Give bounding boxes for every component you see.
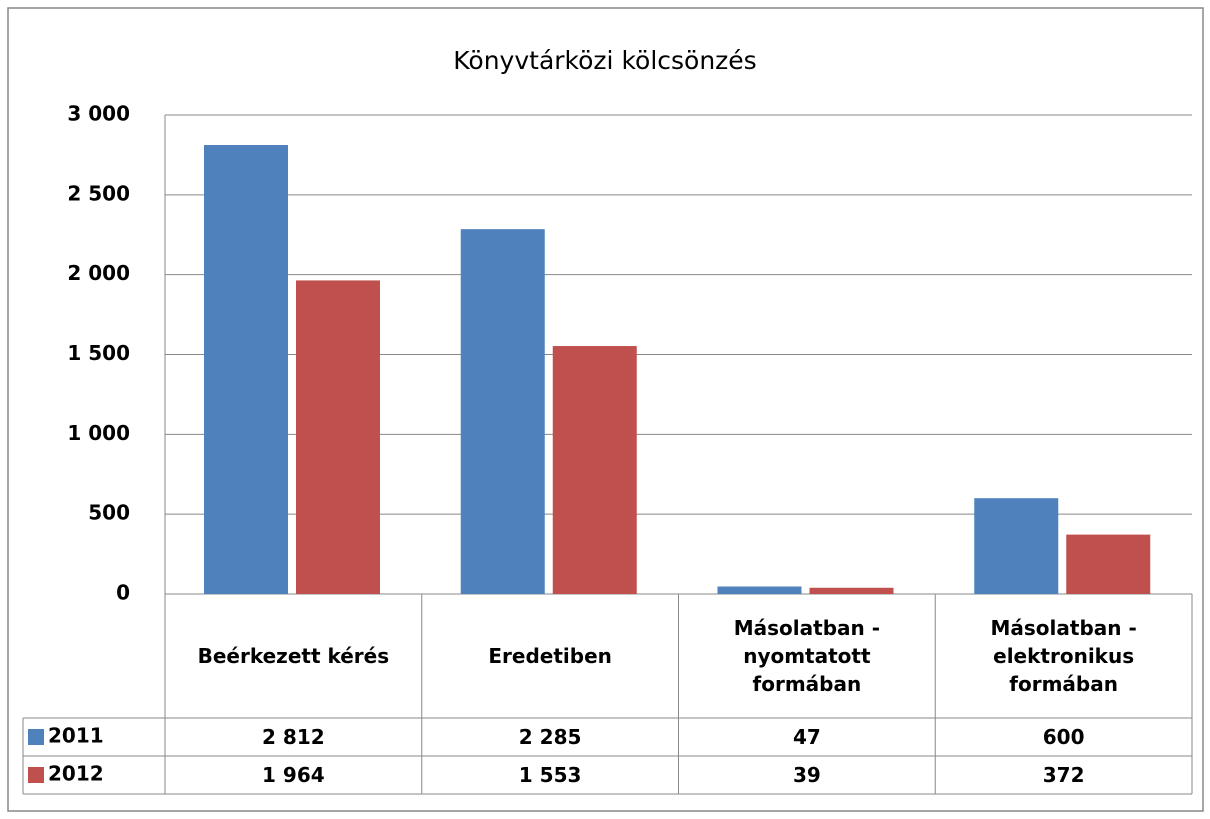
y-tick-label: 0 xyxy=(116,581,130,605)
x-tick-label-box: Másolatban - nyomtatott formában xyxy=(733,616,881,696)
y-tick-label: 500 xyxy=(88,501,130,525)
table-value: 2 285 xyxy=(518,725,582,749)
table-value: 372 xyxy=(1042,763,1085,787)
x-tick-label: Eredetiben xyxy=(488,644,612,668)
legend-key xyxy=(28,767,44,783)
bar xyxy=(552,346,637,594)
table-value: 1 553 xyxy=(518,763,582,787)
table-value-box: 39 xyxy=(792,763,821,787)
bar xyxy=(460,229,545,594)
table-value-box: 1 964 xyxy=(262,763,325,787)
table-value: 600 xyxy=(1042,725,1085,749)
y-tick-label: 2 500 xyxy=(67,181,130,205)
y-tick-label: 3 000 xyxy=(67,102,130,126)
bar xyxy=(974,498,1059,594)
table-value-box: 1 553 xyxy=(518,763,582,787)
table-value-box: 2 285 xyxy=(518,725,582,749)
table-value-box: 2 812 xyxy=(262,725,325,749)
table-value: 1 964 xyxy=(262,763,325,787)
legend-label: 2012 xyxy=(48,762,104,786)
y-tick-label: 2 000 xyxy=(67,261,130,285)
table-value-box: 47 xyxy=(792,725,821,749)
table-value-box: 372 xyxy=(1042,763,1085,787)
x-tick-label-box: Eredetiben xyxy=(488,644,612,668)
bar xyxy=(296,280,380,594)
x-tick-label-box: Beérkezett kérés xyxy=(197,644,390,668)
x-tick-label: Beérkezett kérés xyxy=(197,644,390,668)
table-value: 47 xyxy=(792,725,821,749)
chart-title: Könyvtárközi kölcsönzés xyxy=(453,46,756,75)
bar xyxy=(809,587,894,594)
bar xyxy=(204,145,288,594)
table-value: 39 xyxy=(792,763,821,787)
y-tick-label: 1 000 xyxy=(67,421,130,445)
bar xyxy=(717,586,802,594)
y-tick-label: 1 500 xyxy=(67,341,130,365)
table-value-box: 600 xyxy=(1042,725,1085,749)
legend-label: 2011 xyxy=(48,724,104,748)
x-tick-label: Másolatban - nyomtatott formában xyxy=(733,616,881,696)
x-tick-label-box: Másolatban - elektronikus formában xyxy=(990,616,1137,696)
legend-key xyxy=(28,729,44,745)
table-value: 2 812 xyxy=(262,725,325,749)
x-tick-label: Másolatban - elektronikus formában xyxy=(990,616,1137,696)
bar xyxy=(1066,534,1151,594)
